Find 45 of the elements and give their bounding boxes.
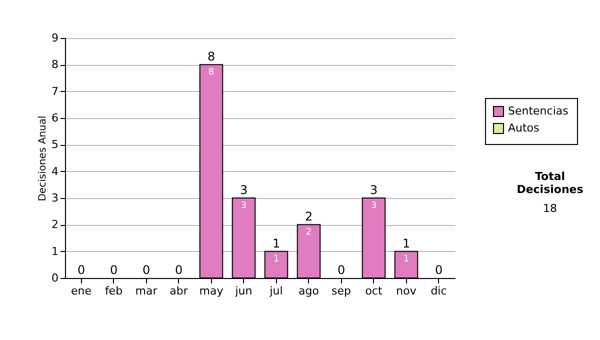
total-label: 0 — [434, 263, 443, 277]
total-label: 1 — [402, 236, 410, 250]
text: Total Decisiones — [516, 170, 584, 196]
y-tick-label: 7 — [52, 84, 58, 98]
x-tick-label: nov — [396, 284, 417, 298]
data-label: 1 — [273, 254, 280, 264]
x-tick-label: ago — [298, 284, 320, 298]
y-tick-label: 8 — [52, 58, 58, 72]
total-label: 0 — [77, 263, 86, 277]
x-tick-label: ene — [70, 284, 92, 298]
y-tick-label: 4 — [52, 164, 58, 178]
data-label: 8 — [208, 68, 214, 78]
y-axis-title: Decisiones Anual — [38, 116, 48, 202]
total-label: 0 — [110, 263, 118, 277]
y-tick-label: 3 — [52, 192, 58, 204]
total-label: 0 — [142, 263, 150, 277]
y-tick-label: 5 — [52, 138, 58, 152]
y-tick-label: 1 — [52, 244, 58, 258]
total-label: 8 — [207, 50, 216, 64]
y-tick-label: 9 — [52, 32, 58, 44]
y-tick-label: 6 — [52, 112, 58, 124]
data-label: 1 — [403, 254, 410, 264]
legend-label: Sentencias — [508, 104, 569, 118]
total-label: 3 — [240, 183, 248, 197]
x-tick-label: jun — [234, 284, 252, 298]
total-label: 0 — [337, 263, 346, 277]
y-tick-label: 2 — [52, 218, 58, 232]
x-tick-label: may — [199, 284, 224, 298]
legend-label: Autos — [508, 122, 540, 134]
data-label: 3 — [240, 201, 247, 211]
x-tick-label: sep — [332, 284, 352, 298]
x-tick-label: abr — [170, 284, 188, 298]
y-tick-label: 0 — [52, 272, 58, 284]
data-label: 2 — [306, 228, 312, 238]
x-tick-label: oct — [365, 284, 383, 298]
x-tick-label: jul — [268, 284, 283, 298]
total-label: 0 — [174, 263, 183, 277]
text: 18 — [542, 202, 558, 215]
x-tick-label: feb — [104, 284, 123, 298]
total-label: 1 — [272, 236, 280, 250]
total-label: 3 — [370, 183, 378, 197]
data-label: 3 — [370, 201, 377, 211]
x-tick-label: dic — [430, 284, 447, 298]
total-label: 2 — [304, 210, 313, 224]
x-tick-label: mar — [135, 284, 158, 298]
